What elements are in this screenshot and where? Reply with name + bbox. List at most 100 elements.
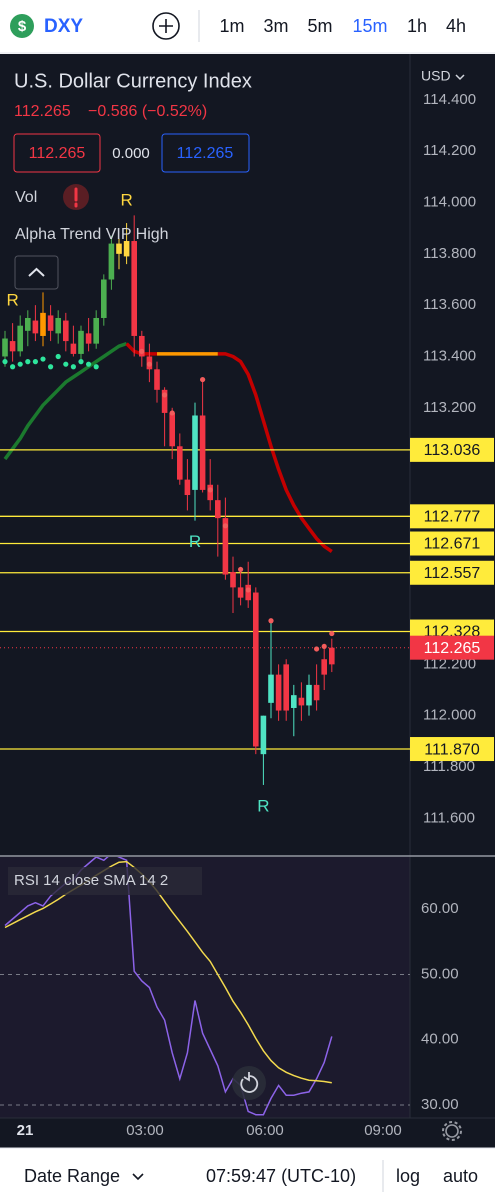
interval[interactable]: 1m xyxy=(219,16,244,36)
trend-line xyxy=(3,341,128,461)
log-toggle[interactable]: log xyxy=(396,1166,420,1186)
candle-body xyxy=(9,341,16,352)
collapse-button[interactable] xyxy=(14,255,59,290)
level-label-box xyxy=(410,737,494,762)
candle-body xyxy=(101,279,107,318)
candle-body xyxy=(260,715,267,755)
settings-button[interactable] xyxy=(445,1124,459,1138)
interval[interactable]: 5m xyxy=(307,16,332,36)
trend-dot xyxy=(55,353,61,360)
trend-dot xyxy=(200,376,206,383)
time-label: 21 xyxy=(17,1122,34,1139)
candle-body xyxy=(154,369,160,390)
candle-body xyxy=(108,243,115,280)
rsi-background xyxy=(0,857,410,1118)
time-label: 09:00 xyxy=(364,1122,402,1139)
trend-dot xyxy=(222,523,228,529)
interval[interactable]: 3m xyxy=(263,16,288,36)
last-price: 112.265 xyxy=(14,103,71,120)
reset-button[interactable] xyxy=(232,1066,266,1100)
time-label: 03:00 xyxy=(126,1122,164,1139)
candle-body xyxy=(215,500,221,519)
candle-body xyxy=(199,415,206,490)
candle-body xyxy=(237,587,244,598)
chevron-up xyxy=(28,267,45,277)
trend-dot xyxy=(40,356,46,362)
candle-body xyxy=(139,335,145,357)
candle-body xyxy=(230,571,236,588)
trend-dot xyxy=(10,364,16,370)
candle-body xyxy=(55,317,61,334)
rsi-tick-label: 30.00 xyxy=(421,1096,459,1113)
y-tick-label: 114.200 xyxy=(423,142,476,159)
interval[interactable]: 4h xyxy=(446,16,466,36)
candle-body xyxy=(63,320,69,342)
candle-body xyxy=(329,647,335,665)
trend-dot xyxy=(162,392,168,398)
rsi-line xyxy=(4,860,332,1084)
symbol-icon[interactable] xyxy=(10,14,34,38)
candle-body xyxy=(161,389,168,413)
add-button[interactable] xyxy=(152,12,180,40)
candle-body xyxy=(123,241,130,257)
candle-body xyxy=(177,446,183,480)
candle-body xyxy=(275,674,282,711)
trend-dot xyxy=(139,348,145,354)
sell-box[interactable] xyxy=(13,133,101,173)
level-label: 112.557 xyxy=(424,565,481,582)
rsi-tick-label: 60.00 xyxy=(421,900,459,917)
buy-box[interactable] xyxy=(161,133,250,173)
date-range[interactable]: Date Range xyxy=(24,1166,120,1186)
candle-body xyxy=(192,415,198,490)
trend-dot xyxy=(268,618,274,624)
trend-dot xyxy=(25,359,31,365)
candle-body xyxy=(25,317,31,331)
rsi-tick-label: 50.00 xyxy=(421,965,459,982)
signal-label: R xyxy=(120,191,132,210)
candle-body xyxy=(298,697,305,706)
candle-body xyxy=(313,684,320,701)
y-tick-label: 114.400 xyxy=(423,91,476,108)
ask-price: 112.265 xyxy=(177,145,234,162)
interval[interactable]: 15m xyxy=(352,16,387,36)
candle-body xyxy=(47,315,54,331)
candle-body xyxy=(306,684,312,706)
trend-dot xyxy=(63,361,69,367)
level-label: 111.870 xyxy=(424,741,480,758)
y-tick-label: 114.000 xyxy=(423,193,476,210)
candle-body xyxy=(93,317,99,344)
y-tick-label: 113.400 xyxy=(423,347,476,364)
currency[interactable]: USD xyxy=(421,68,451,84)
level-label: 112.671 xyxy=(424,536,481,553)
trend-dot xyxy=(93,364,99,370)
signal-label: R xyxy=(189,532,201,551)
trend-dot xyxy=(245,587,251,593)
signal-label: R xyxy=(6,291,18,310)
trend-dot xyxy=(2,359,8,365)
y-tick-label: 113.600 xyxy=(423,296,476,313)
top-bar xyxy=(0,0,495,53)
trend-dot xyxy=(48,364,54,370)
trend-dot xyxy=(238,566,244,573)
trend-dot xyxy=(329,630,335,637)
rsi-label-box xyxy=(8,867,202,895)
candle-body xyxy=(78,330,84,354)
y-tick-label: 111.800 xyxy=(423,758,475,775)
bid-price: 112.265 xyxy=(29,145,86,162)
level-label-box xyxy=(410,531,494,556)
y-tick-label: 112.000 xyxy=(423,707,476,724)
auto-toggle[interactable]: auto xyxy=(443,1166,478,1186)
candle-body xyxy=(70,343,77,354)
y-tick-label: 111.600 xyxy=(423,809,475,826)
candle-body xyxy=(184,479,191,496)
spread: 0.000 xyxy=(112,145,150,162)
time-label: 06:00 xyxy=(246,1122,284,1139)
y-tick-label: 113.800 xyxy=(423,245,476,262)
clock: 07:59:47 (UTC-10) xyxy=(206,1166,356,1186)
symbol[interactable]: DXY xyxy=(44,16,83,37)
rsi-tick-label: 40.00 xyxy=(421,1031,459,1048)
interval[interactable]: 1h xyxy=(407,16,427,36)
candle-body xyxy=(2,338,8,357)
candle-body xyxy=(131,241,137,336)
